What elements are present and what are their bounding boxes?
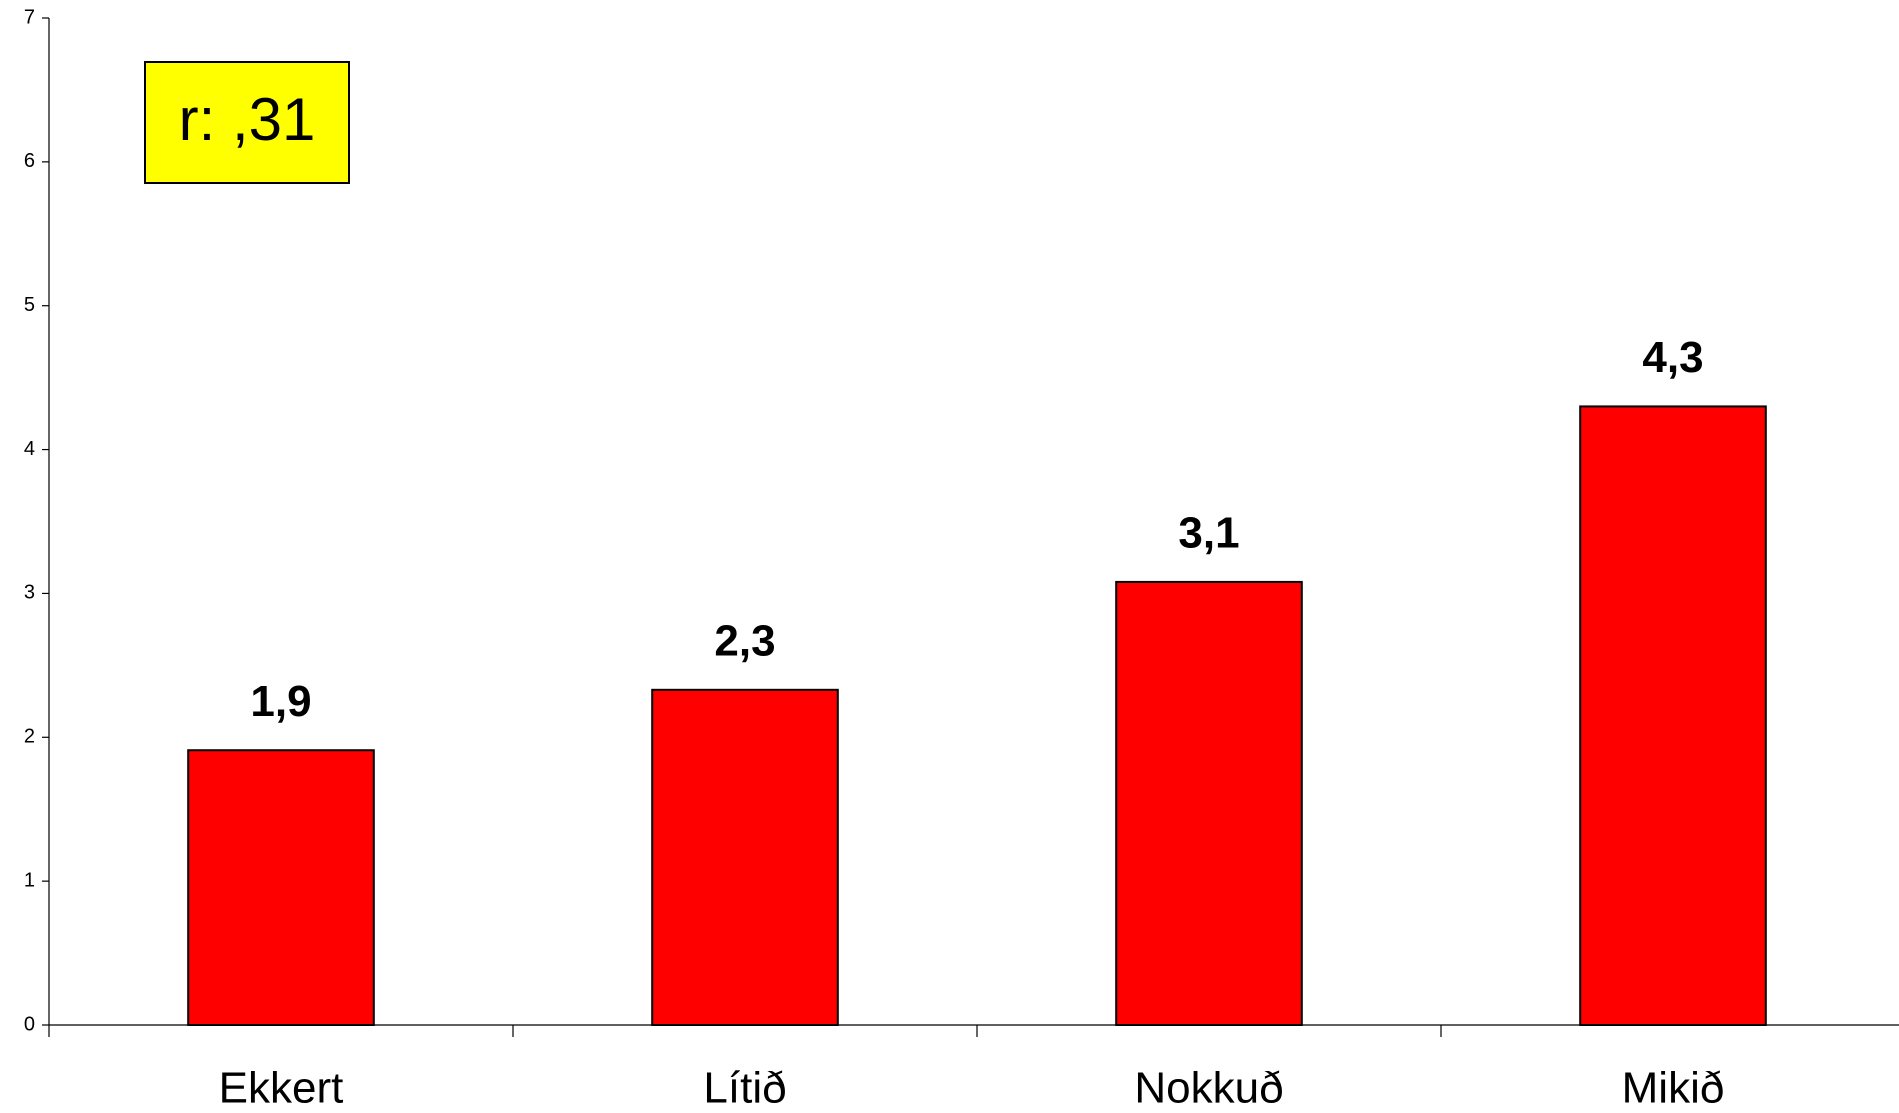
x-tick-label: Lítið — [703, 1064, 786, 1113]
x-tick-label: Ekkert — [219, 1064, 344, 1113]
y-tick-label: 4 — [24, 438, 35, 460]
annotation: r: ,31 — [179, 86, 316, 153]
data-label: 2,3 — [714, 616, 775, 665]
annotation-box — [144, 61, 350, 184]
bar — [651, 688, 839, 1026]
y-tick-label: 5 — [24, 294, 35, 316]
y-tick-label: 7 — [24, 6, 35, 28]
y-tick-label: 2 — [24, 726, 35, 748]
y-tick-label: 3 — [24, 582, 35, 604]
y-tick-label: 0 — [24, 1013, 35, 1035]
data-label: 4,3 — [1642, 333, 1703, 382]
x-tick-label: Nokkuð — [1134, 1064, 1283, 1113]
y-tick-label: 6 — [24, 150, 35, 172]
data-label: 1,9 — [250, 677, 311, 726]
x-tick-label: Mikið — [1622, 1064, 1725, 1113]
data-label: 3,1 — [1178, 509, 1239, 558]
bar — [1579, 405, 1767, 1026]
y-tick-label: 1 — [24, 869, 35, 891]
bar — [1115, 580, 1303, 1026]
bar — [187, 749, 375, 1026]
